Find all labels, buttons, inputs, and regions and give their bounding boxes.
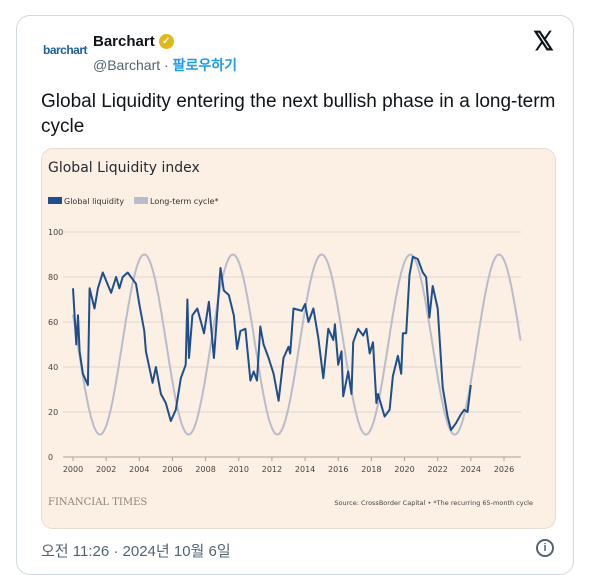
y-tick-label: 0 (48, 453, 53, 462)
y-tick-label: 60 (48, 318, 58, 327)
x-tick-label: 2014 (295, 465, 315, 474)
separator: · (160, 57, 173, 73)
legend-swatch-cycle (134, 197, 148, 204)
chart-title: Global Liquidity index (48, 160, 200, 176)
avatar-logo-text: barchart (42, 43, 88, 57)
x-tick-label: 2024 (461, 465, 481, 474)
x-tick-label: 2016 (328, 465, 348, 474)
liquidity-chart: Global Liquidity index Global liquidity Lo… (48, 160, 533, 508)
author-name-text: Barchart (93, 33, 155, 50)
x-tick-label: 2012 (262, 465, 282, 474)
chart-source: Source: CrossBorder Capital • *The recur… (334, 499, 533, 507)
author-name[interactable]: Barchart ✓ (93, 33, 174, 50)
x-tick-label: 2010 (229, 465, 249, 474)
x-tick-label: 2008 (195, 465, 215, 474)
legend-swatch-liquidity (48, 197, 62, 204)
y-tick-label: 40 (48, 363, 58, 372)
chart-image[interactable]: Global Liquidity index Global liquidity Lo… (41, 148, 556, 529)
follow-link[interactable]: 팔로우하기 (172, 57, 237, 73)
x-tick-label: 2004 (129, 465, 149, 474)
info-icon[interactable]: i (536, 539, 554, 557)
x-tick-label: 2002 (96, 465, 116, 474)
legend-label-liquidity: Global liquidity (64, 197, 124, 206)
barchart-avatar[interactable]: barchart (40, 30, 90, 70)
legend-label-cycle: Long-term cycle* (150, 197, 218, 206)
y-tick-label: 20 (48, 408, 58, 417)
x-tick-label: 2020 (394, 465, 414, 474)
tweet-text: Global Liquidity entering the next bulli… (41, 91, 556, 137)
ft-brand: FINANCIAL TIMES (48, 497, 147, 508)
cycle-line (72, 253, 522, 436)
x-tick-label: 2006 (162, 465, 182, 474)
liquidity-line (72, 255, 472, 431)
x-tick-label: 2026 (494, 465, 514, 474)
tweet-timestamp[interactable]: 오전 11:26 · 2024년 10월 6일 (41, 543, 231, 560)
x-tick-label: 2018 (361, 465, 381, 474)
x-logo-icon[interactable]: 𝕏 (533, 26, 554, 56)
y-tick-label: 80 (48, 273, 58, 282)
y-tick-label: 100 (48, 228, 63, 237)
author-handle[interactable]: @Barchart (93, 57, 161, 73)
author-handle-row: @Barchart · 팔로우하기 (93, 55, 237, 75)
verified-badge-icon: ✓ (158, 34, 174, 49)
x-tick-label: 2022 (428, 465, 448, 474)
x-tick-label: 2000 (63, 465, 83, 474)
